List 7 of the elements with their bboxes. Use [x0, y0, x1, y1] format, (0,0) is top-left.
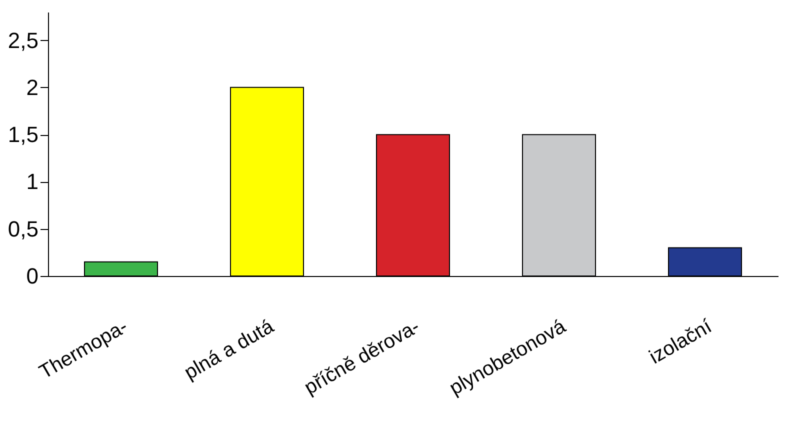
- y-tick-label: 0: [26, 264, 38, 288]
- y-tick-label: 1,5: [8, 122, 38, 148]
- y-tick-label: 2,5: [8, 28, 38, 53]
- y-tick-label: 1: [26, 169, 38, 194]
- y-tick-label: 0,5: [8, 216, 38, 242]
- x-tick-label: plná a dutá: [180, 315, 278, 384]
- y-tick-label: 2: [26, 74, 38, 100]
